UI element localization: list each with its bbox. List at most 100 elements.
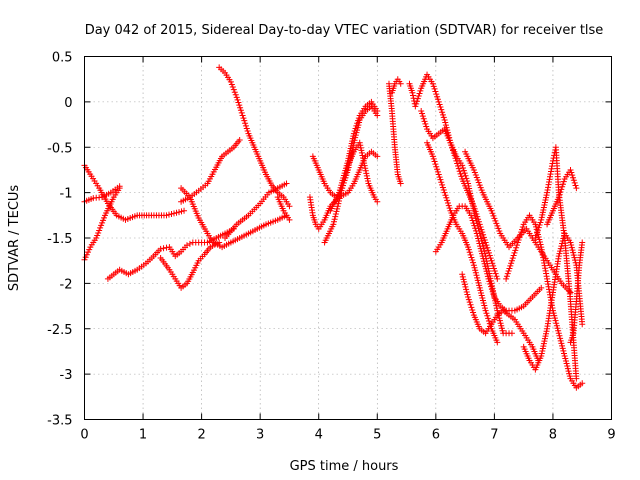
data-point bbox=[441, 189, 448, 196]
data-point bbox=[507, 262, 514, 269]
data-point bbox=[339, 185, 346, 192]
data-point bbox=[571, 179, 578, 186]
data-point bbox=[421, 118, 428, 125]
y-axis-label: SDTVAR / TECUs bbox=[7, 185, 22, 292]
data-point bbox=[483, 268, 490, 275]
y-tick-label: 0 bbox=[64, 96, 72, 111]
data-point bbox=[508, 257, 515, 264]
y-tick-label: -2 bbox=[60, 277, 73, 292]
y-tick-label: -3.5 bbox=[47, 414, 72, 429]
data-point bbox=[416, 90, 423, 97]
data-point bbox=[173, 209, 180, 216]
series-arc-17 bbox=[406, 71, 501, 282]
data-point bbox=[559, 345, 566, 352]
data-point bbox=[477, 245, 484, 252]
data-point bbox=[473, 230, 480, 237]
data-point bbox=[518, 226, 525, 233]
data-point bbox=[532, 235, 539, 241]
data-point bbox=[480, 258, 487, 265]
data-point bbox=[85, 249, 92, 256]
data-point bbox=[236, 136, 243, 143]
data-point bbox=[238, 109, 245, 116]
data-point bbox=[558, 186, 565, 193]
data-point bbox=[555, 194, 562, 201]
data-point bbox=[362, 165, 369, 172]
data-point bbox=[364, 177, 371, 184]
data-point bbox=[475, 279, 482, 286]
data-point bbox=[356, 139, 363, 146]
data-point bbox=[343, 167, 350, 174]
data-point bbox=[470, 262, 477, 269]
data-point bbox=[570, 252, 577, 259]
data-point bbox=[489, 210, 496, 217]
data-point bbox=[476, 240, 483, 247]
data-point bbox=[488, 286, 495, 293]
data-point bbox=[100, 217, 107, 224]
data-point bbox=[163, 244, 170, 251]
data-point bbox=[361, 162, 368, 169]
y-tick-label: -1 bbox=[60, 187, 73, 202]
data-point bbox=[242, 122, 249, 129]
data-point bbox=[431, 85, 438, 92]
data-point bbox=[360, 157, 367, 164]
data-point bbox=[568, 244, 575, 251]
data-point bbox=[397, 80, 404, 87]
data-point bbox=[333, 208, 340, 215]
data-point bbox=[178, 208, 185, 215]
data-point bbox=[374, 153, 381, 160]
y-tick-label: -3 bbox=[60, 368, 73, 383]
data-point bbox=[430, 83, 437, 90]
data-point bbox=[464, 177, 471, 184]
data-point bbox=[563, 360, 570, 367]
data-point bbox=[470, 309, 477, 316]
data-point bbox=[479, 250, 486, 257]
data-point bbox=[439, 184, 446, 191]
x-tick-label: 1 bbox=[139, 428, 147, 443]
data-point bbox=[464, 291, 471, 298]
data-point bbox=[413, 100, 420, 107]
data-point bbox=[565, 368, 572, 375]
series-arc-16 bbox=[388, 76, 404, 96]
data-point bbox=[489, 288, 496, 295]
data-point bbox=[363, 170, 370, 177]
y-tick-label: -1.5 bbox=[47, 232, 72, 247]
data-point bbox=[181, 207, 188, 214]
data-point bbox=[176, 209, 183, 216]
data-point bbox=[94, 232, 101, 239]
data-point bbox=[566, 370, 573, 377]
data-point bbox=[461, 281, 468, 288]
data-point bbox=[503, 275, 510, 282]
data-point bbox=[488, 207, 495, 214]
data-point bbox=[351, 128, 358, 135]
data-point bbox=[459, 162, 466, 169]
data-point bbox=[227, 78, 234, 85]
data-point bbox=[462, 283, 469, 290]
data-point bbox=[374, 198, 381, 205]
data-point bbox=[513, 244, 520, 251]
data-point bbox=[465, 296, 472, 303]
data-point bbox=[481, 236, 488, 243]
data-point bbox=[561, 350, 568, 357]
data-point bbox=[561, 352, 568, 359]
data-point bbox=[570, 249, 577, 256]
data-point bbox=[473, 174, 480, 181]
data-point bbox=[233, 94, 240, 101]
data-point bbox=[441, 117, 448, 124]
data-point bbox=[535, 224, 542, 231]
data-point bbox=[564, 363, 571, 370]
data-point bbox=[468, 304, 475, 311]
data-point bbox=[534, 227, 541, 234]
data-point bbox=[231, 89, 238, 96]
data-point bbox=[343, 169, 350, 176]
data-point bbox=[518, 229, 525, 236]
data-point bbox=[499, 327, 506, 334]
data-point bbox=[485, 247, 492, 254]
data-point bbox=[485, 275, 492, 282]
data-point bbox=[517, 231, 524, 238]
data-point bbox=[237, 104, 244, 111]
data-point bbox=[516, 234, 523, 241]
data-point bbox=[409, 89, 416, 96]
data-point bbox=[352, 125, 359, 132]
data-point bbox=[486, 252, 493, 259]
